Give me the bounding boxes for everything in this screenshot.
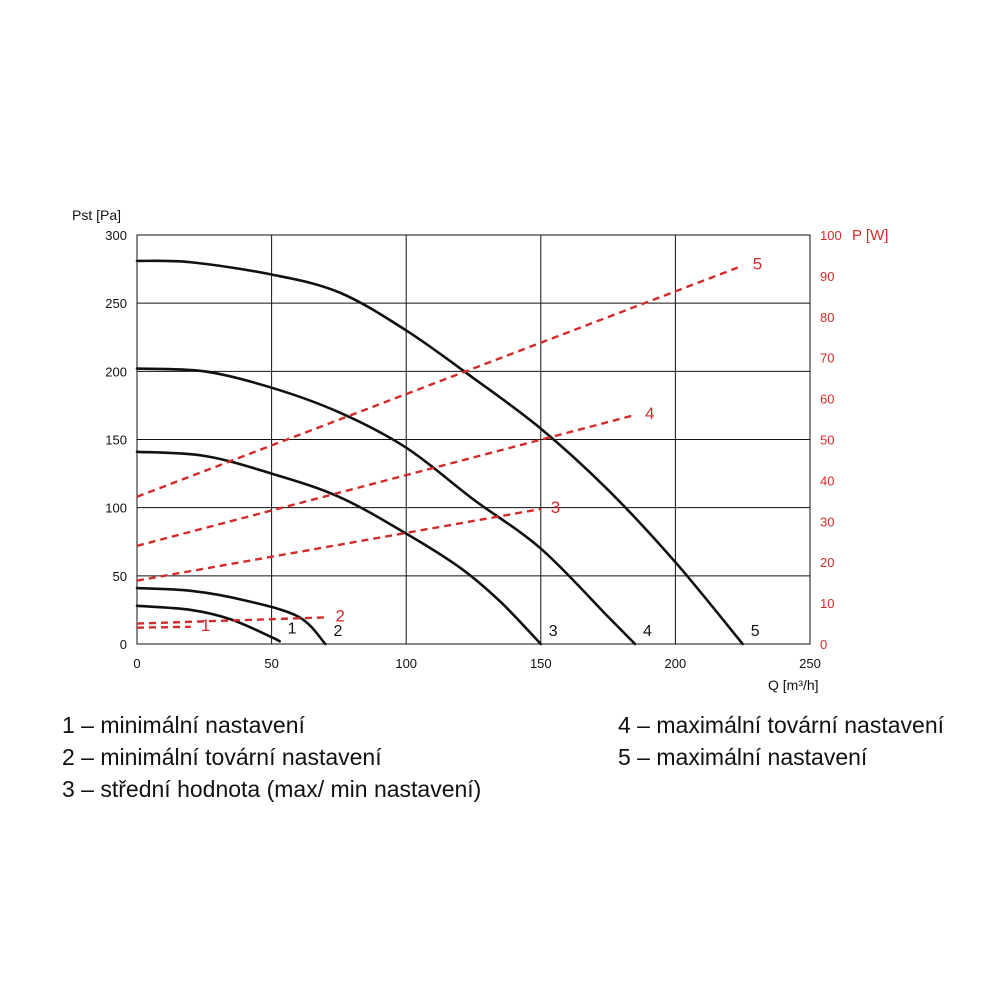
- pressure-curve-4: [135, 367, 637, 646]
- power-curve-1: [136, 625, 191, 629]
- y-tick-label: 50: [113, 569, 127, 584]
- power-curve-label-3: 3: [551, 498, 560, 517]
- x-tick-label: 200: [665, 656, 687, 671]
- power-curve-2: [136, 616, 326, 625]
- pressure-curve-label-4: 4: [643, 623, 652, 640]
- y2-tick-label: 90: [820, 269, 834, 284]
- legend-item-3: 3 – střední hodnota (max/ min nastavení): [62, 776, 482, 802]
- pressure-curve-1: [135, 604, 281, 643]
- tick-labels: 0 50 100 150 200 2500501001502002503000102030…: [105, 228, 841, 671]
- legend-item-1: 1 – minimální nastavení: [62, 712, 305, 738]
- chart: 0 50 100 150 200 2500501001502002503000102030…: [72, 207, 888, 693]
- pressure-curve-label-2: 2: [333, 623, 342, 640]
- y2-tick-label: 50: [820, 433, 834, 448]
- pressure-curve-label-5: 5: [751, 623, 760, 640]
- x-tick-label: 50: [264, 656, 278, 671]
- power-curve-label-1: 1: [201, 616, 210, 635]
- grid: [136, 234, 811, 645]
- y2-tick-label: 20: [820, 555, 834, 570]
- power-curve-4: [136, 413, 636, 548]
- x-axis-title: Q [m³/h]: [768, 677, 819, 693]
- y2-tick-label: 100: [820, 228, 842, 243]
- y-axis-title: Pst [Pa]: [72, 207, 121, 223]
- legend-item-4: 4 – maximální tovární nastavení: [618, 712, 944, 738]
- y-tick-label: 0: [120, 637, 127, 652]
- x-tick-label: 100: [395, 656, 417, 671]
- y2-tick-label: 70: [820, 351, 834, 366]
- y-tick-label: 200: [105, 364, 127, 379]
- curve-labels: 1 2 3 4 5 1 2 3 4 5: [201, 255, 762, 640]
- y-tick-label: 100: [105, 501, 127, 516]
- pressure-curve-2: [135, 586, 327, 646]
- power-curve-5: [136, 264, 744, 498]
- power-curve-3: [136, 507, 542, 582]
- y2-tick-label: 60: [820, 392, 834, 407]
- y2-tick-label: 30: [820, 514, 834, 529]
- y-tick-label: 300: [105, 228, 127, 243]
- pressure-curve-label-1: 1: [288, 620, 297, 637]
- y2-tick-label: 40: [820, 473, 834, 488]
- x-tick-label: 150: [530, 656, 552, 671]
- power-curve-label-2: 2: [335, 606, 344, 625]
- y-tick-label: 150: [105, 433, 127, 448]
- y-tick-label: 250: [105, 296, 127, 311]
- x-tick-label: 250: [799, 656, 821, 671]
- y2-tick-label: 0: [820, 637, 827, 652]
- pressure-curve-5: [135, 259, 744, 646]
- power-curves: [136, 264, 744, 629]
- y2-tick-label: 80: [820, 310, 834, 325]
- pressure-curves: [135, 259, 744, 646]
- power-curve-label-5: 5: [753, 255, 762, 274]
- pressure-curve-label-3: 3: [549, 623, 558, 640]
- power-curve-label-4: 4: [645, 404, 654, 423]
- x-tick-label: 0: [133, 656, 140, 671]
- pressure-curve-3: [135, 450, 543, 646]
- legend-item-2: 2 – minimální tovární nastavení: [62, 744, 382, 770]
- y2-axis-title: P [W]: [852, 227, 888, 244]
- legend-item-5: 5 – maximální nastavení: [618, 744, 868, 770]
- y2-tick-label: 10: [820, 596, 834, 611]
